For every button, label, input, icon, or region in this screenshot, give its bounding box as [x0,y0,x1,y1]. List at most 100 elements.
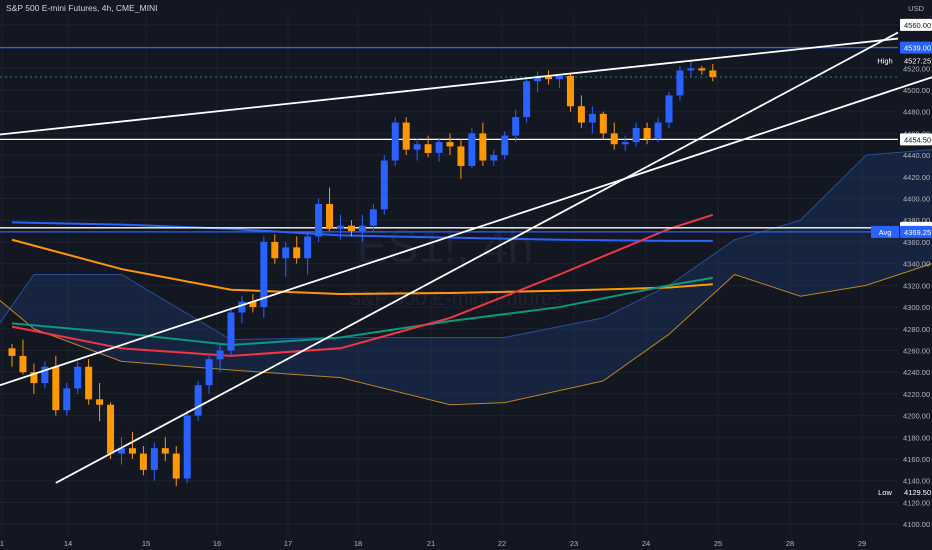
price-tick: 4120.00 [903,498,930,507]
watermark-symbol: ES1!, 4h [357,220,533,272]
candle-body [446,142,454,147]
candle-body [85,366,93,400]
price-tag-label: High [877,56,892,65]
candle-body [41,366,49,384]
time-axis[interactable]: 1 14 15 16 17 18 21 22 23 24 25 28 29 [0,539,866,548]
trendlines[interactable] [0,31,932,484]
time-tick: 17 [284,539,292,548]
candle-body [271,241,279,259]
candle-body [205,359,213,386]
candle-body [369,209,377,226]
candle-body [588,113,596,123]
price-tag-label-bg [871,486,899,499]
price-tag-bg [900,54,932,67]
candle-body [96,399,104,405]
price-tag-value: 4527.25 [904,56,931,65]
time-tick: 1 [0,539,4,548]
price-tick: 4140.00 [903,477,930,486]
candle-body [654,122,662,139]
candle-body [194,385,202,416]
price-tick: 4300.00 [903,303,930,312]
price-tag: Avg 4369.25 [871,225,932,238]
candle-body [74,366,82,389]
cloud-span-b [0,263,932,406]
candle-body [599,113,607,134]
cloud-span-a [0,149,932,341]
price-tick: 4380.00 [903,216,930,225]
candle-body [435,142,443,153]
trendline [0,37,899,136]
time-tick: 21 [427,539,435,548]
candlesticks[interactable] [8,60,717,487]
candle-body [665,95,673,123]
candle-body [8,348,16,356]
candle-body [216,350,224,360]
price-tag-bg [900,18,932,31]
price-tick: 4320.00 [903,281,930,290]
ma-red-line [11,213,714,357]
candle-body [687,68,695,71]
candle-body [161,448,169,454]
price-tick: 4420.00 [903,173,930,182]
candle-body [304,236,312,259]
candle-body [577,106,585,123]
candle-body [643,127,651,139]
price-tag-label-bg [871,225,899,238]
candle-body [632,127,640,143]
candle-body [260,241,268,308]
price-tick: 4500.00 [903,86,930,95]
candle-body [523,81,531,118]
moving-averages [11,213,714,357]
candle-body [391,122,399,161]
candle-body [63,388,71,411]
candle-body [698,68,706,71]
candle-body [621,142,629,145]
price-tag-bg [900,486,932,499]
price-axis[interactable]: 4560.004540.004520.004500.004480.004460.… [903,21,930,529]
price-tick: 4480.00 [903,108,930,117]
candle-body [501,135,509,156]
time-tick: 29 [858,539,866,548]
chart-grid [0,14,898,535]
candle-body [490,155,498,161]
price-tag-bg [900,225,932,238]
candle-body [118,448,125,454]
candle-body [413,144,421,150]
ichimoku-cloud [0,149,932,406]
candle-body [610,133,618,145]
candle-body [172,453,180,479]
currency-label[interactable]: USD [908,4,924,13]
candle-body [337,225,344,229]
price-tag-label: Avg [879,228,892,237]
candle-body [107,404,115,454]
time-tick: 28 [786,539,794,548]
price-tag-value: 4369.25 [904,228,931,237]
candle-body [282,247,290,259]
candle-body [315,203,323,237]
price-tick: 4100.00 [903,520,930,529]
candle-body [150,448,158,470]
horizontal-lines[interactable] [0,46,898,233]
time-tick: 18 [354,539,362,548]
candle-body [139,453,147,470]
candle-body [545,75,553,80]
price-tick: 4260.00 [903,346,930,355]
candle-body [676,70,684,96]
ma-green-line [11,276,713,347]
candle-body [238,301,246,313]
price-tick: 4160.00 [903,455,930,464]
price-tick: 4440.00 [903,151,930,160]
price-tick: 4220.00 [903,390,930,399]
price-tag-label-bg [871,54,899,67]
candle-body [468,133,476,166]
candle-body [457,146,465,166]
candle-body [358,225,366,232]
candle-body [402,122,410,150]
candle-body [709,70,717,77]
candle-body [293,247,301,259]
price-tag-bg [900,133,932,146]
symbol-title[interactable]: S&P 500 E-mini Futures, 4h, CME_MINI [6,3,158,13]
candle-body [424,144,432,153]
candle-body [534,75,542,82]
